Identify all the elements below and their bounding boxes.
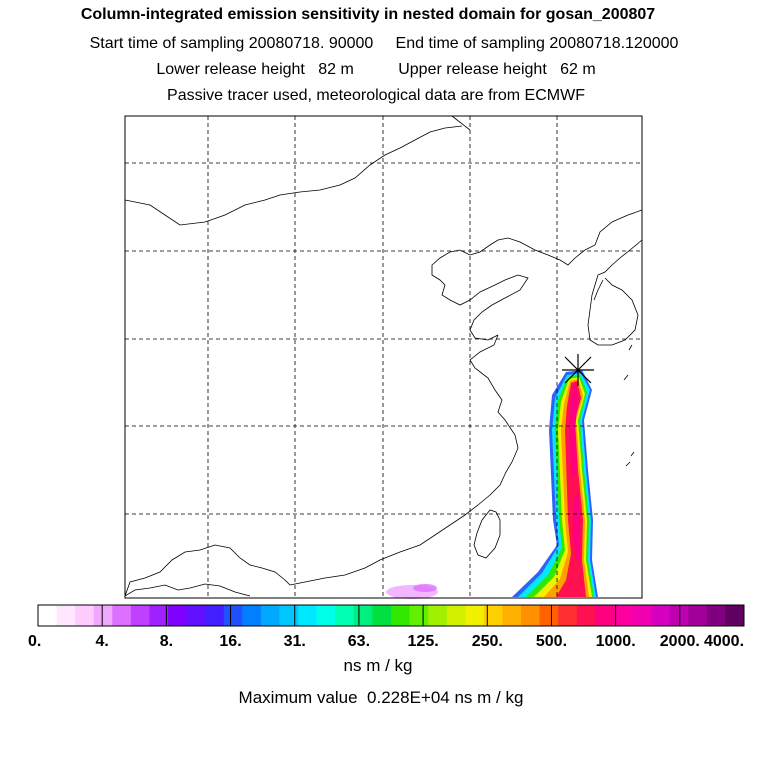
colorbar-cell bbox=[205, 605, 225, 626]
colorbar-tick-label: 125. bbox=[408, 633, 439, 650]
colorbar-tick-label: 8. bbox=[160, 633, 173, 650]
colorbar-tick-label: 1000. bbox=[596, 633, 636, 650]
colorbar-cell bbox=[688, 605, 708, 626]
release-height-line: Lower release height 82 m Upper release … bbox=[156, 61, 596, 78]
colorbar-tick-label: 16. bbox=[219, 633, 241, 650]
colorbar-tick-label: 4000. bbox=[704, 633, 744, 650]
map-grid bbox=[125, 116, 642, 598]
colorbar-cell bbox=[502, 605, 522, 626]
sampling-time-line: Start time of sampling 20080718. 90000 E… bbox=[89, 35, 679, 52]
colorbar-cell bbox=[279, 605, 299, 626]
colorbar-cell bbox=[335, 605, 355, 626]
colorbar-cell bbox=[651, 605, 671, 626]
colorbar-cell bbox=[576, 605, 596, 626]
faint-patch-2 bbox=[413, 584, 437, 592]
colorbar-tick-label: 31. bbox=[284, 633, 306, 650]
coastlines bbox=[124, 115, 643, 597]
colorbar-cell bbox=[706, 605, 726, 626]
colorbar-cell bbox=[409, 605, 429, 626]
colorbar-cell bbox=[558, 605, 578, 626]
colorbar-cell bbox=[186, 605, 206, 626]
colorbar: 0. 4. 8. 16. 31. 63. 125. 250. 500. 1000. 2000. 400… bbox=[28, 604, 745, 650]
colorbar-cell bbox=[56, 605, 76, 626]
colorbar-tick-label: 63. bbox=[348, 633, 370, 650]
colorbar-cell bbox=[539, 605, 559, 626]
colorbar-cell bbox=[372, 605, 392, 626]
colorbar-cell bbox=[149, 605, 169, 626]
plume-core-south bbox=[573, 490, 580, 560]
colorbar-cell bbox=[725, 605, 745, 626]
colorbar-tick-label: 250. bbox=[472, 633, 503, 650]
colorbar-cells bbox=[37, 604, 745, 627]
plume-field bbox=[386, 370, 598, 599]
colorbar-cell bbox=[223, 605, 243, 626]
receptor-marker bbox=[562, 354, 594, 386]
colorbar-cell bbox=[391, 605, 410, 626]
colorbar-cell bbox=[298, 605, 318, 626]
maximum-value-label: Maximum value 0.228E+04 ns m / kg bbox=[238, 688, 524, 707]
plume-core bbox=[569, 385, 578, 480]
colorbar-cell bbox=[168, 605, 188, 626]
colorbar-cell bbox=[632, 605, 652, 626]
colorbar-cell bbox=[595, 605, 615, 626]
colorbar-cell bbox=[130, 605, 150, 626]
colorbar-cell bbox=[260, 605, 280, 626]
colorbar-cell bbox=[316, 605, 336, 626]
colorbar-tick-label: 4. bbox=[96, 633, 109, 650]
colorbar-cell bbox=[112, 605, 132, 626]
chart-title: Column-integrated emission sensitivity i… bbox=[80, 6, 656, 23]
colorbar-cell bbox=[483, 605, 503, 626]
colorbar-ticks: 0. 4. 8. 16. 31. 63. 125. 250. 500. 1000. 2000. 400… bbox=[28, 605, 745, 650]
colorbar-cell bbox=[465, 605, 485, 626]
colorbar-cell bbox=[428, 605, 448, 626]
colorbar-cell bbox=[38, 605, 57, 626]
colorbar-cell bbox=[93, 605, 113, 626]
colorbar-tick-label: 0. bbox=[28, 633, 41, 650]
colorbar-tick-label: 2000. bbox=[660, 633, 700, 650]
colorbar-cell bbox=[75, 605, 95, 626]
colorbar-cell bbox=[521, 605, 541, 626]
tracer-info-line: Passive tracer used, meteorological data… bbox=[167, 87, 585, 104]
colorbar-cell bbox=[613, 605, 633, 626]
map-frame bbox=[124, 115, 643, 599]
colorbar-tick-label: 500. bbox=[536, 633, 567, 650]
colorbar-cell bbox=[242, 605, 262, 626]
colorbar-unit-label: ns m / kg bbox=[343, 656, 413, 675]
colorbar-cell bbox=[446, 605, 466, 626]
colorbar-cell bbox=[353, 605, 373, 626]
colorbar-cell bbox=[669, 605, 689, 626]
